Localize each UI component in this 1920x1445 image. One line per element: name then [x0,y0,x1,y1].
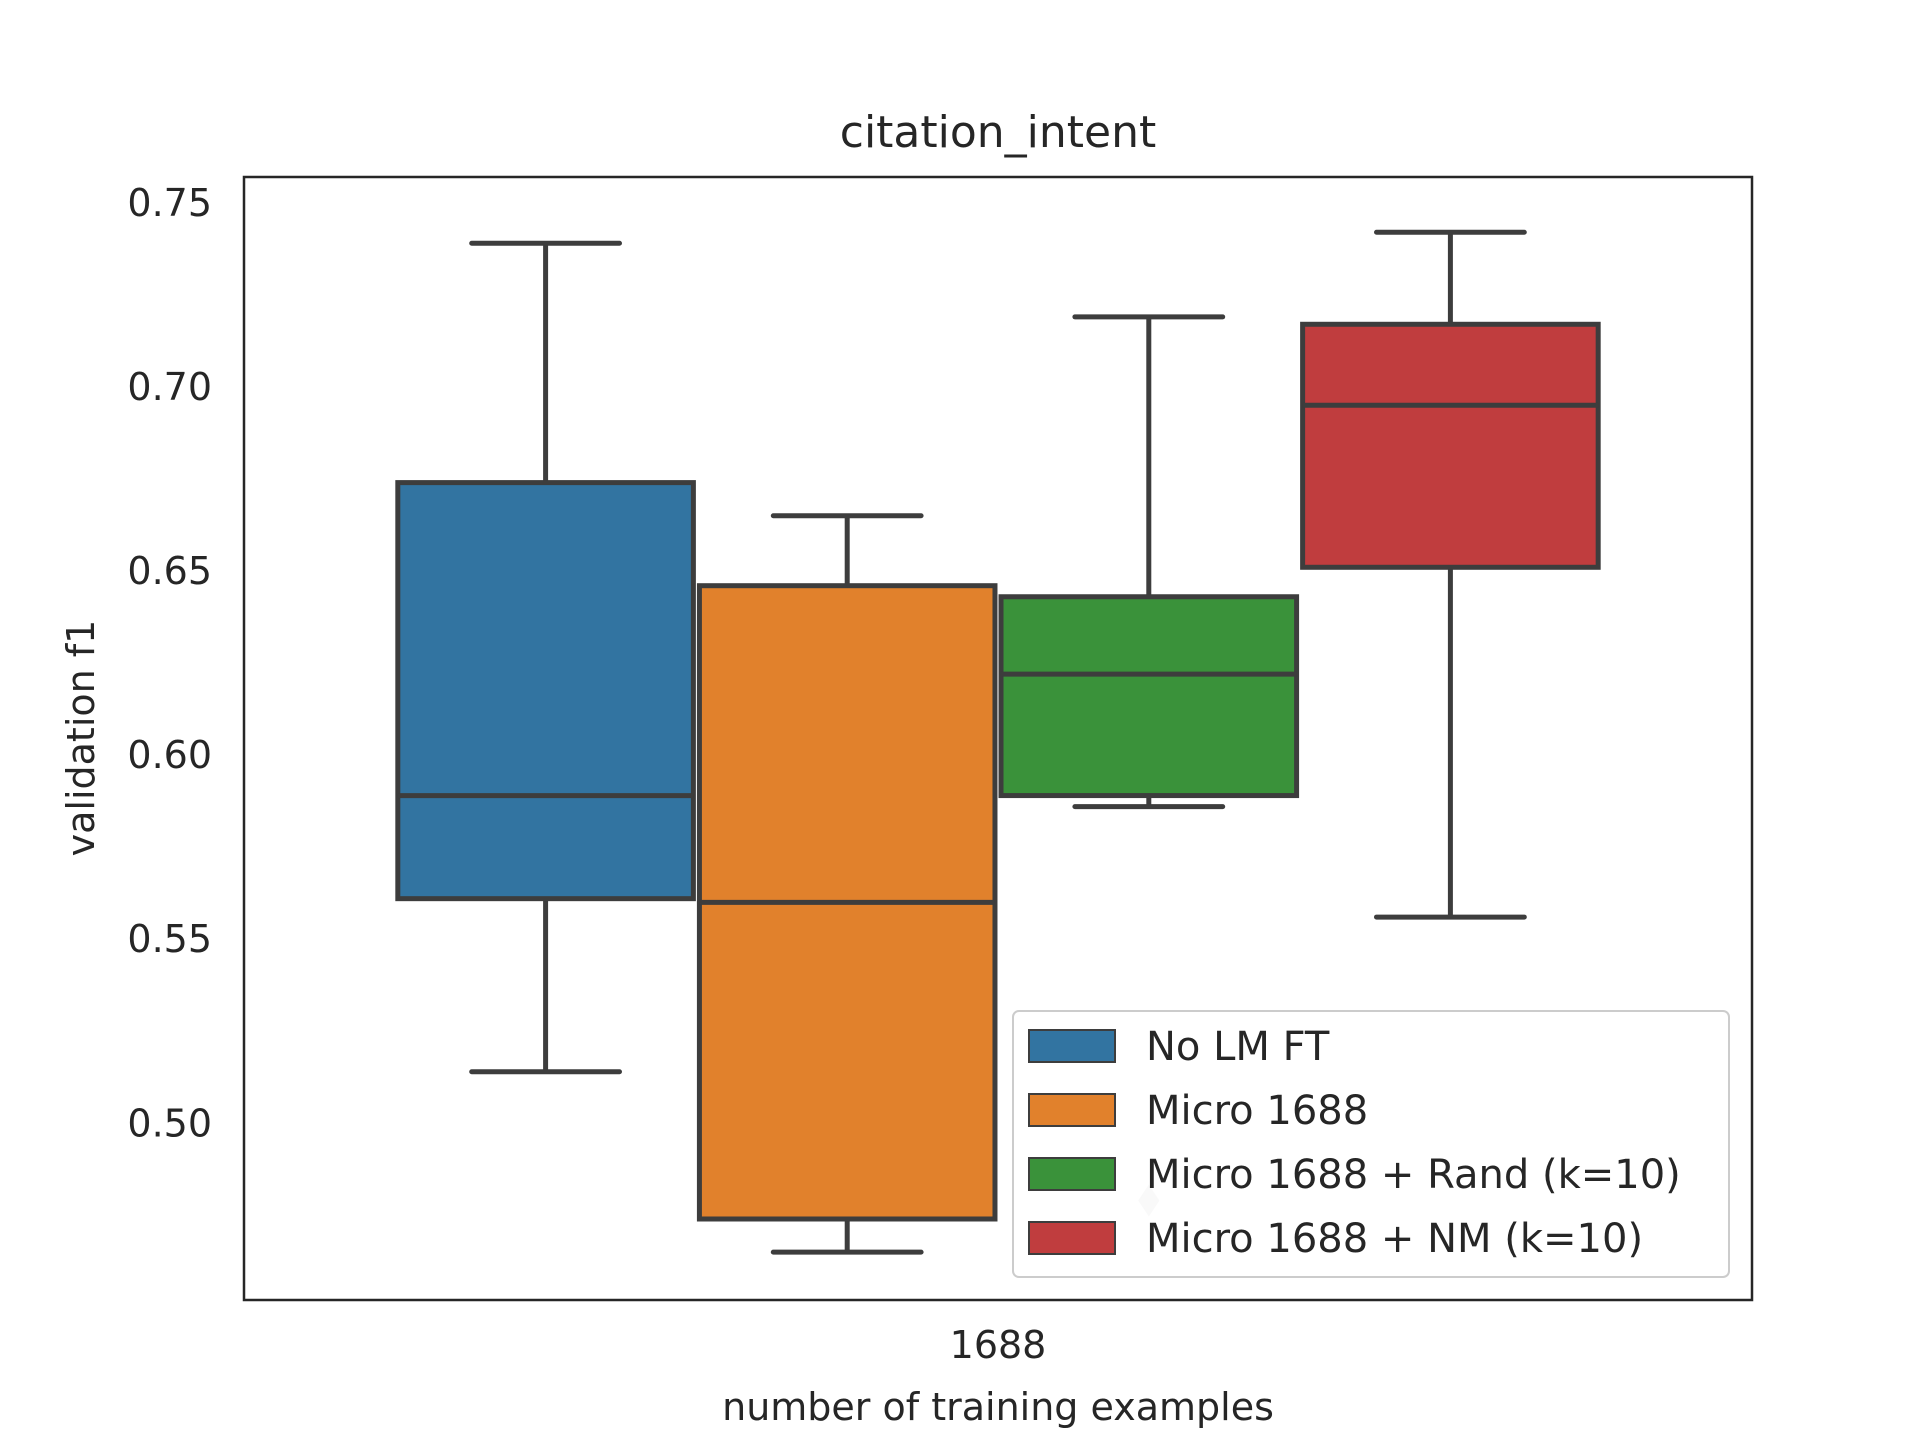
chart-title: citation_intent [840,107,1157,158]
x-axis-label: number of training examples [722,1385,1274,1429]
plot-frame [242,175,1754,1302]
box-group [998,314,1300,1217]
y-tick-label: 0.75 [127,181,212,225]
box-body [998,594,1300,799]
legend-label: No LM FT [1146,1024,1330,1070]
y-tick-label: 0.60 [127,733,212,777]
legend-swatch [1028,1157,1116,1191]
box-body [395,480,696,902]
legend-label: Micro 1688 + NM (k=10) [1146,1216,1643,1262]
box-group [395,240,696,1075]
box-group [1300,229,1601,920]
legend: No LM FT Micro 1688 Micro 1688 + Rand (k=1… [1012,1010,1730,1278]
box-body [1300,321,1601,570]
boxes-layer [395,229,1601,1255]
y-axis-label: validation f1 [59,620,103,857]
box-group [696,513,998,1255]
legend-label: Micro 1688 [1146,1088,1368,1134]
legend-swatch [1028,1029,1116,1063]
legend-swatch [1028,1093,1116,1127]
y-tick-label: 0.50 [127,1101,212,1145]
x-tick-label: 1688 [950,1323,1047,1367]
y-axis-ticks: 0.50 0.55 0.60 0.65 0.70 0.75 [127,181,212,1145]
legend-frame [1012,1010,1730,1278]
y-tick-label: 0.65 [127,549,212,593]
y-tick-label: 0.55 [127,917,212,961]
legend-swatch [1028,1221,1116,1255]
x-axis-ticks: 1688 [950,1323,1047,1367]
legend-label: Micro 1688 + Rand (k=10) [1146,1152,1681,1198]
y-tick-label: 0.70 [127,365,212,409]
